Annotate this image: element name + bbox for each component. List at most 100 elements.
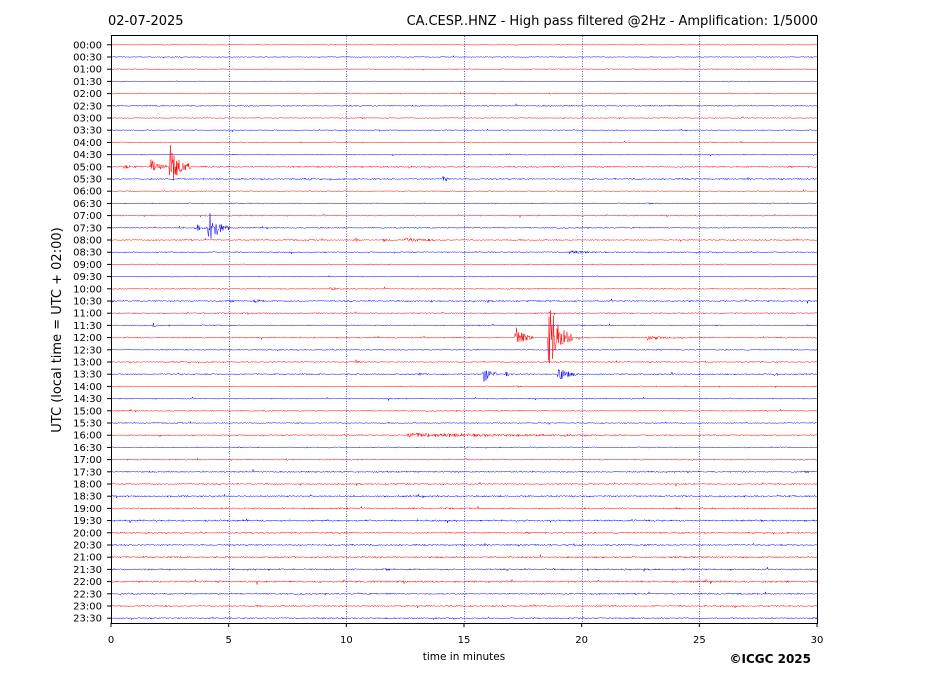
y-tick-label: 02:30 bbox=[73, 101, 102, 112]
y-tick-label: 17:00 bbox=[73, 455, 102, 466]
y-tick-label: 16:30 bbox=[73, 443, 102, 454]
trace-row-1000 bbox=[110, 285, 818, 291]
y-tick-label: 12:30 bbox=[73, 345, 102, 356]
trace-row-1300 bbox=[110, 359, 818, 364]
trace-row-0100 bbox=[110, 67, 818, 72]
trace-row-0430 bbox=[110, 152, 818, 157]
trace-row-0830 bbox=[110, 249, 818, 255]
trace-row-0200 bbox=[110, 91, 818, 96]
trace-row-0700 bbox=[110, 213, 818, 218]
y-axis-label: UTC (local time = UTC + 02:00) bbox=[50, 227, 65, 432]
y-tick-label: 20:30 bbox=[73, 541, 102, 552]
header-date: 02-07-2025 bbox=[108, 14, 184, 29]
y-tick-label: 20:00 bbox=[73, 528, 102, 539]
y-tick-label: 18:00 bbox=[73, 480, 102, 491]
chart-title: CA.CESP..HNZ - High pass filtered @2Hz -… bbox=[407, 14, 818, 29]
trace-row-0500 bbox=[110, 145, 818, 181]
y-tick-label: 18:30 bbox=[73, 492, 102, 503]
trace-row-2300 bbox=[110, 603, 818, 609]
y-tick-label: 16:00 bbox=[73, 431, 102, 442]
trace-row-1330 bbox=[110, 369, 818, 382]
y-tick-label: 01:30 bbox=[73, 77, 102, 88]
y-tick-label: 07:00 bbox=[73, 211, 102, 222]
y-tick-label: 22:30 bbox=[73, 589, 102, 600]
y-tick-label: 14:30 bbox=[73, 394, 102, 405]
trace-row-1500 bbox=[110, 408, 818, 414]
trace-row-1700 bbox=[110, 457, 818, 462]
y-tick-label: 04:30 bbox=[73, 150, 102, 161]
x-gridlines bbox=[229, 36, 700, 623]
y-tick-label: 06:00 bbox=[73, 187, 102, 198]
trace-row-2000 bbox=[110, 530, 818, 536]
trace-row-0300 bbox=[110, 116, 818, 120]
y-tick-label: 11:30 bbox=[73, 321, 102, 332]
trace-row-1930 bbox=[110, 518, 818, 524]
y-tick-label: 09:00 bbox=[73, 260, 102, 271]
y-tick-label: 08:30 bbox=[73, 248, 102, 259]
trace-row-0900 bbox=[110, 263, 818, 266]
y-tick-label: 23:30 bbox=[73, 614, 102, 625]
y-tick-label: 19:00 bbox=[73, 504, 102, 515]
trace-row-1200 bbox=[110, 310, 818, 364]
trace-row-0330 bbox=[110, 128, 818, 133]
trace-row-0730 bbox=[110, 213, 818, 239]
x-tick-label: 5 bbox=[225, 635, 231, 646]
y-tick-label: 21:00 bbox=[73, 553, 102, 564]
trace-row-0030 bbox=[110, 55, 818, 59]
y-tick-label: 06:30 bbox=[73, 199, 102, 210]
trace-row-2130 bbox=[110, 566, 818, 572]
y-tick-label: 03:00 bbox=[73, 114, 102, 125]
x-tick-label: 30 bbox=[811, 635, 824, 646]
x-tick-label: 15 bbox=[458, 635, 471, 646]
trace-row-1030 bbox=[110, 298, 818, 304]
y-tick-label: 08:00 bbox=[73, 236, 102, 247]
trace-row-0530 bbox=[110, 175, 818, 182]
y-tick-label: 15:00 bbox=[73, 406, 102, 417]
trace-row-0000 bbox=[110, 43, 818, 47]
x-tick-label: 10 bbox=[340, 635, 353, 646]
y-tick-label: 22:00 bbox=[73, 577, 102, 588]
y-tick-label: 03:30 bbox=[73, 126, 102, 137]
trace-row-1430 bbox=[110, 396, 818, 401]
trace-row-1630 bbox=[110, 446, 818, 450]
x-tick-label: 0 bbox=[108, 635, 114, 646]
y-tick-label: 05:00 bbox=[73, 162, 102, 173]
trace-row-0130 bbox=[110, 80, 818, 83]
y-tick-label: 13:30 bbox=[73, 370, 102, 381]
y-tick-label: 10:30 bbox=[73, 297, 102, 308]
trace-lines bbox=[110, 43, 818, 621]
trace-row-1900 bbox=[110, 506, 818, 510]
trace-row-0800 bbox=[110, 237, 818, 243]
y-tick-label: 00:30 bbox=[73, 53, 102, 64]
y-tick-label: 17:30 bbox=[73, 467, 102, 478]
y-tick-label: 07:30 bbox=[73, 223, 102, 234]
trace-row-1800 bbox=[110, 481, 818, 487]
y-tick-label: 01:00 bbox=[73, 65, 102, 76]
y-tick-label: 13:00 bbox=[73, 358, 102, 369]
trace-row-2230 bbox=[110, 590, 818, 596]
y-tick-label: 09:30 bbox=[73, 272, 102, 283]
trace-row-2200 bbox=[110, 578, 818, 585]
y-tick-label: 02:00 bbox=[73, 89, 102, 100]
y-tick-label: 23:00 bbox=[73, 602, 102, 613]
x-tick-label: 20 bbox=[575, 635, 588, 646]
trace-row-0400 bbox=[110, 140, 818, 144]
trace-row-1130 bbox=[110, 323, 818, 328]
y-tick-label: 04:00 bbox=[73, 138, 102, 149]
y-tick-label: 21:30 bbox=[73, 565, 102, 576]
trace-row-0630 bbox=[110, 202, 818, 206]
trace-row-2330 bbox=[110, 616, 818, 621]
trace-row-2100 bbox=[110, 554, 818, 559]
trace-row-1600 bbox=[110, 432, 818, 438]
trace-row-2030 bbox=[110, 542, 818, 548]
y-tick-label: 05:30 bbox=[73, 175, 102, 186]
trace-row-1730 bbox=[110, 469, 818, 475]
y-tick-label: 11:00 bbox=[73, 309, 102, 320]
y-tick-label: 00:00 bbox=[73, 40, 102, 51]
x-tick-label: 25 bbox=[693, 635, 706, 646]
trace-row-0230 bbox=[110, 103, 818, 108]
trace-row-0930 bbox=[110, 274, 818, 278]
copyright-label: ©ICGC 2025 bbox=[729, 652, 811, 666]
